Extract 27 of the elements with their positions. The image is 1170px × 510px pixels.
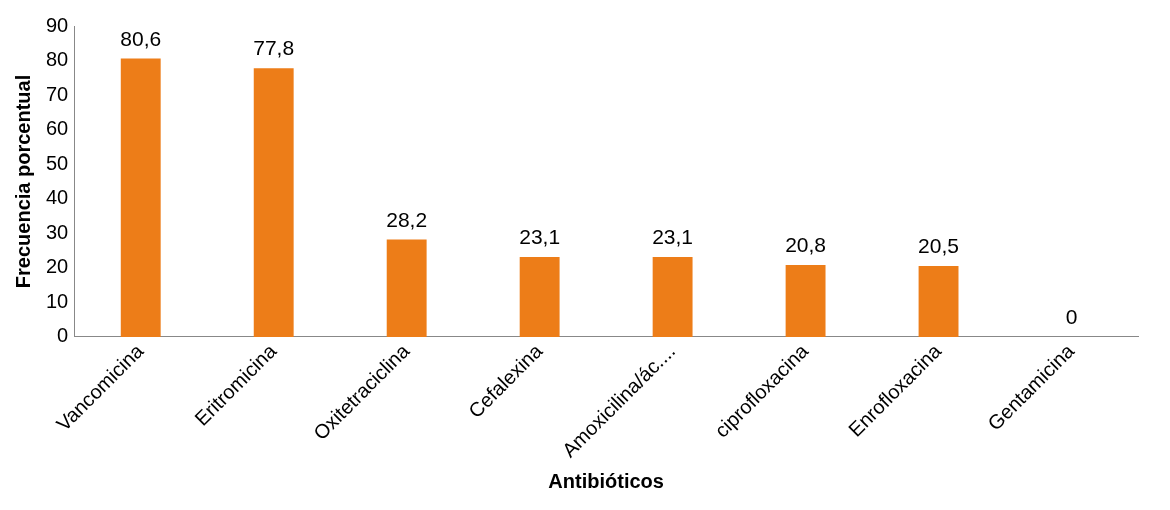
y-tick-label: 90 bbox=[46, 13, 69, 36]
y-tick-label: 80 bbox=[46, 48, 69, 71]
data-label: 77,8 bbox=[253, 36, 295, 60]
y-tick-label: 50 bbox=[46, 151, 69, 174]
bar bbox=[253, 68, 294, 337]
y-tick-label: 20 bbox=[46, 255, 69, 278]
bar bbox=[785, 265, 826, 337]
y-tick-label: 40 bbox=[46, 186, 69, 209]
y-tick-label: 10 bbox=[46, 289, 69, 312]
y-axis-title: Frecuencia porcentual bbox=[11, 74, 34, 289]
y-tick-label: 30 bbox=[46, 220, 69, 243]
data-label: 0 bbox=[1065, 305, 1078, 329]
bar bbox=[519, 257, 560, 337]
data-label: 20,8 bbox=[785, 233, 827, 257]
data-label: 23,1 bbox=[652, 225, 694, 249]
bar bbox=[652, 257, 693, 337]
data-label: 80,6 bbox=[120, 26, 162, 50]
data-label: 20,5 bbox=[918, 234, 959, 258]
y-tick-label: 0 bbox=[57, 324, 69, 347]
data-label: 28,2 bbox=[386, 207, 428, 231]
y-tick-label: 70 bbox=[46, 82, 69, 105]
bar bbox=[918, 266, 959, 337]
x-axis-title: Antibióticos bbox=[548, 469, 664, 492]
bar bbox=[120, 58, 161, 337]
bar bbox=[386, 239, 427, 337]
data-label: 23,1 bbox=[519, 225, 561, 249]
y-tick-label: 60 bbox=[46, 117, 69, 140]
